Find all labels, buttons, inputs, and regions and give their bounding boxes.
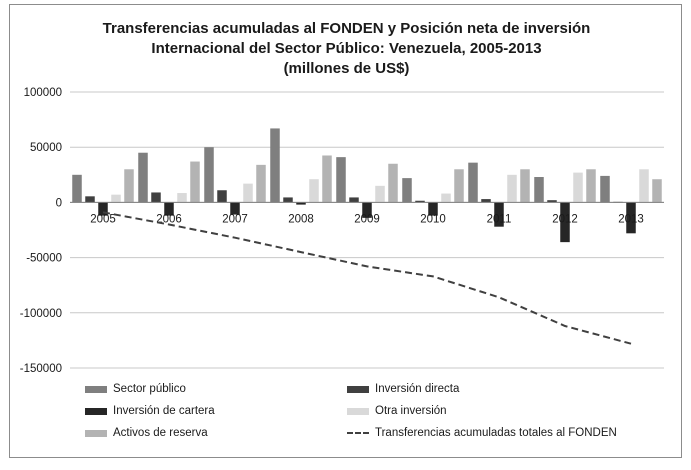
bar-otra-inversi-n-2010 [441, 193, 451, 203]
bar-sector-p-blico-2006 [138, 152, 148, 203]
bar-inversi-n-directa-2007 [217, 190, 227, 203]
line-transferencias-fonden [102, 211, 632, 345]
bar-activos-de-reserva-2007 [256, 164, 266, 203]
bar-activos-de-reserva-2012 [586, 169, 596, 203]
bar-sector-p-blico-2005 [72, 174, 82, 203]
bar-sector-p-blico-2010 [402, 178, 412, 203]
x-tick-label: 2010 [420, 213, 446, 225]
x-tick-label: 2008 [288, 213, 314, 225]
bar-inversi-n-directa-2006 [151, 192, 161, 203]
bar-otra-inversi-n-2007 [243, 183, 253, 203]
chart-title-line-3: (millones de US$) [283, 60, 410, 77]
bar-activos-de-reserva-2006 [190, 161, 200, 203]
bar-otra-inversi-n-2011 [507, 174, 517, 203]
bar-inversi-n-de-cartera-2013 [626, 202, 636, 234]
y-tick-label: 0 [56, 197, 62, 209]
x-tick-label: 2013 [618, 213, 644, 225]
bar-otra-inversi-n-2006 [177, 193, 187, 203]
chart-title-line-1: Transferencias acumuladas al FONDEN y Po… [102, 20, 591, 37]
bar-inversi-n-directa-2010 [415, 200, 425, 203]
bar-inversi-n-directa-2008 [283, 197, 293, 203]
bar-sector-p-blico-2013 [600, 175, 610, 203]
x-tick-label: 2007 [222, 213, 248, 225]
bar-inversi-n-de-cartera-2009 [362, 202, 372, 218]
x-tick-label: 2011 [487, 213, 512, 225]
bar-activos-de-reserva-2008 [322, 155, 332, 203]
x-tick-label: 2012 [552, 213, 578, 225]
bar-activos-de-reserva-2011 [520, 169, 530, 203]
bar-inversi-n-de-cartera-2010 [428, 202, 438, 216]
bar-inversi-n-directa-2012 [547, 200, 557, 203]
chart-frame: Transferencias acumuladas al FONDEN y Po… [9, 4, 682, 458]
bar-inversi-n-directa-2009 [349, 197, 359, 203]
x-tick-label: 2009 [354, 213, 380, 225]
bar-inversi-n-de-cartera-2006 [164, 202, 174, 216]
bar-sector-p-blico-2008 [270, 128, 280, 203]
bar-inversi-n-de-cartera-2005 [98, 202, 108, 216]
bar-inversi-n-directa-2005 [85, 196, 95, 203]
y-tick-label: -50000 [26, 253, 62, 265]
y-tick-label: -150000 [20, 363, 62, 375]
chart-title-line-2: Internacional del Sector Público: Venezu… [151, 40, 542, 57]
bar-activos-de-reserva-2009 [388, 163, 398, 203]
y-tick-label: -100000 [20, 308, 62, 320]
bar-inversi-n-de-cartera-2011 [494, 202, 504, 227]
x-tick-label: 2005 [90, 213, 116, 225]
bar-inversi-n-de-cartera-2012 [560, 202, 570, 243]
y-tick-label: 50000 [30, 142, 62, 154]
bar-otra-inversi-n-2013 [639, 169, 649, 203]
chart-title: Transferencias acumuladas al FONDEN y Po… [10, 19, 683, 79]
bar-inversi-n-de-cartera-2008 [296, 202, 306, 205]
bar-activos-de-reserva-2010 [454, 169, 464, 203]
bar-otra-inversi-n-2012 [573, 172, 583, 203]
bar-otra-inversi-n-2008 [309, 179, 319, 203]
bar-sector-p-blico-2009 [336, 157, 346, 203]
bar-sector-p-blico-2007 [204, 147, 214, 203]
bar-activos-de-reserva-2013 [652, 179, 662, 203]
bar-inversi-n-directa-2011 [481, 199, 491, 203]
bar-inversi-n-de-cartera-2007 [230, 202, 240, 215]
bar-sector-p-blico-2012 [534, 177, 544, 203]
y-tick-label: 100000 [24, 87, 62, 99]
bar-sector-p-blico-2011 [468, 162, 478, 203]
bar-otra-inversi-n-2005 [111, 194, 121, 203]
bar-activos-de-reserva-2005 [124, 169, 134, 203]
bar-otra-inversi-n-2009 [375, 185, 385, 203]
